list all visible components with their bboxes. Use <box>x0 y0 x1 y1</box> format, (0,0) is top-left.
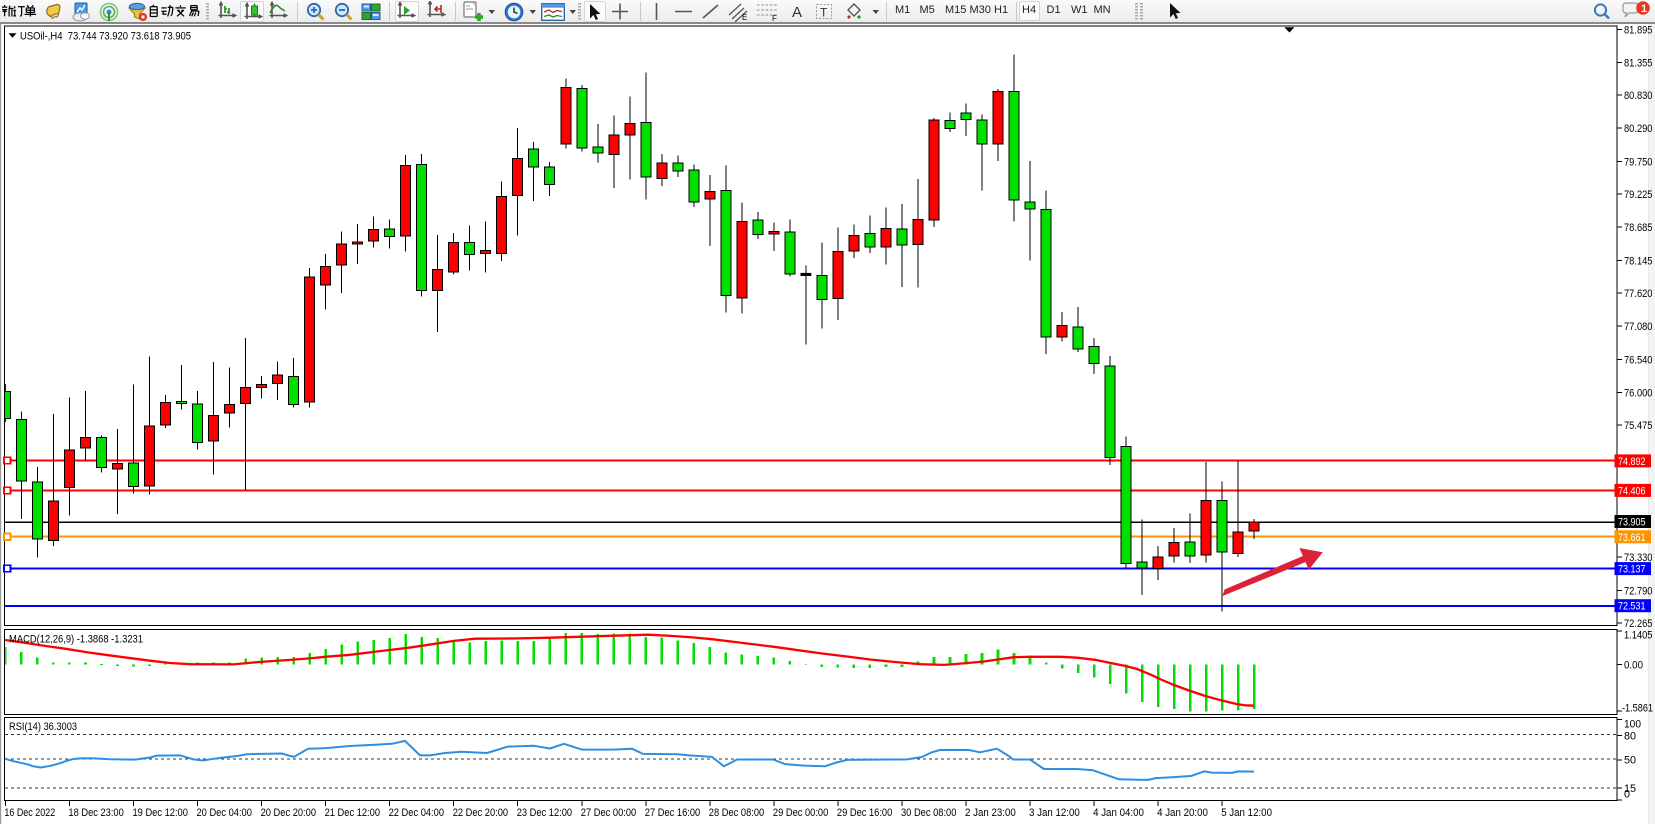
svg-text:28 Dec 08:00: 28 Dec 08:00 <box>709 807 764 819</box>
svg-text:16 Dec 2022: 16 Dec 2022 <box>4 807 55 819</box>
svg-text:20 Dec 04:00: 20 Dec 04:00 <box>197 807 252 819</box>
svg-text:3 Jan 12:00: 3 Jan 12:00 <box>1029 807 1080 819</box>
svg-text:80: 80 <box>1624 730 1636 742</box>
svg-text:29 Dec 16:00: 29 Dec 16:00 <box>837 807 892 819</box>
svg-text:USOil-,H4 73.744 73.920 73.61: USOil-,H4 73.744 73.920 73.618 73.905 <box>20 31 191 43</box>
svg-text:MACD(12,26,9) -1.3868 -1.3231: MACD(12,26,9) -1.3868 -1.3231 <box>9 633 143 645</box>
svg-text:5 Jan 12:00: 5 Jan 12:00 <box>1221 807 1272 819</box>
svg-text:22 Dec 04:00: 22 Dec 04:00 <box>389 807 444 819</box>
svg-text:RSI(14) 36.3003: RSI(14) 36.3003 <box>9 721 77 733</box>
svg-text:78.145: 78.145 <box>1624 255 1653 267</box>
svg-text:79.225: 79.225 <box>1624 189 1653 201</box>
svg-text:22 Dec 20:00: 22 Dec 20:00 <box>453 807 508 819</box>
svg-text:4 Jan 20:00: 4 Jan 20:00 <box>1157 807 1208 819</box>
svg-text:-1.5861: -1.5861 <box>1622 702 1653 714</box>
svg-text:1: 1 <box>1641 3 1647 15</box>
svg-text:0: 0 <box>1624 788 1630 800</box>
svg-text:21 Dec 12:00: 21 Dec 12:00 <box>325 807 380 819</box>
svg-text:81.355: 81.355 <box>1624 58 1653 70</box>
svg-text:100: 100 <box>1624 719 1641 731</box>
svg-text:76.000: 76.000 <box>1624 388 1653 400</box>
svg-text:77.080: 77.080 <box>1624 321 1653 333</box>
svg-text:50: 50 <box>1624 755 1636 767</box>
svg-text:A: A <box>792 4 802 21</box>
svg-text:73.137: 73.137 <box>1618 564 1646 576</box>
svg-text:72.265: 72.265 <box>1624 618 1653 630</box>
svg-text:20 Dec 20:00: 20 Dec 20:00 <box>261 807 316 819</box>
svg-text:79.750: 79.750 <box>1624 157 1653 169</box>
svg-text:29 Dec 00:00: 29 Dec 00:00 <box>773 807 828 819</box>
svg-text:72.790: 72.790 <box>1624 586 1653 598</box>
svg-text:4 Jan 04:00: 4 Jan 04:00 <box>1093 807 1144 819</box>
svg-text:T: T <box>820 6 828 20</box>
svg-text:78.685: 78.685 <box>1624 222 1653 234</box>
svg-text:27 Dec 00:00: 27 Dec 00:00 <box>581 807 636 819</box>
svg-text:15: 15 <box>1624 783 1636 795</box>
svg-text:75.475: 75.475 <box>1624 420 1653 432</box>
svg-text:81.895: 81.895 <box>1624 24 1653 36</box>
svg-text:73.661: 73.661 <box>1618 532 1646 544</box>
svg-text:74.892: 74.892 <box>1618 456 1646 468</box>
svg-text:76.540: 76.540 <box>1624 354 1653 366</box>
svg-text:2 Jan 23:00: 2 Jan 23:00 <box>965 807 1016 819</box>
svg-text:80.290: 80.290 <box>1624 123 1653 135</box>
svg-text:74.406: 74.406 <box>1618 485 1646 497</box>
svg-text:30 Dec 08:00: 30 Dec 08:00 <box>901 807 956 819</box>
svg-text:27 Dec 16:00: 27 Dec 16:00 <box>645 807 700 819</box>
svg-text:0.00: 0.00 <box>1624 659 1643 671</box>
svg-text:72.531: 72.531 <box>1618 601 1646 613</box>
svg-text:F: F <box>772 14 777 22</box>
svg-text:1.1405: 1.1405 <box>1624 630 1653 642</box>
svg-text:77.620: 77.620 <box>1624 288 1653 300</box>
svg-text:23 Dec 12:00: 23 Dec 12:00 <box>517 807 572 819</box>
svg-text:E: E <box>742 13 747 22</box>
svg-text:19 Dec 12:00: 19 Dec 12:00 <box>133 807 188 819</box>
svg-text:73.905: 73.905 <box>1618 517 1646 529</box>
svg-text:18 Dec 23:00: 18 Dec 23:00 <box>68 807 123 819</box>
svg-text:80.830: 80.830 <box>1624 90 1653 102</box>
svg-text:73.330: 73.330 <box>1624 552 1653 564</box>
